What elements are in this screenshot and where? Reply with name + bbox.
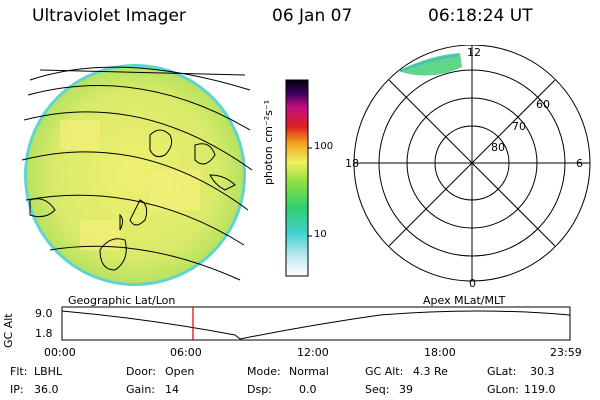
polar-diagonal-2 [388,79,556,247]
gc-alt-plot-frame [61,306,571,341]
gcalt-value: 4.3 Re [413,365,448,378]
mode-value: Normal [289,365,329,378]
mlat-label-60: 60 [536,98,550,111]
gain-label: Gain: [126,383,155,396]
gc-alt-plot [61,306,571,341]
mode-label: Mode: [247,365,281,378]
seq-label: Seq: [365,383,390,396]
x-tick-1800: 18:00 [424,346,456,359]
door-value: Open [165,365,195,378]
door-label: Door: [126,365,156,378]
date-label: 06 Jan 07 [272,6,353,26]
flt-value: LBHL [34,365,63,378]
mlt-label-18: 18 [345,157,359,170]
glon-value: 119.0 [524,383,556,396]
mlat-label-80: 80 [491,141,505,154]
seq-value: 39 [399,383,413,396]
colorbar-tick-100: 100 [314,141,334,152]
geographic-globe-image [21,64,253,286]
geographic-panel-label: Geographic Lat/Lon [68,294,176,307]
gc-alt-axis-label: GC Alt [2,313,15,348]
dsp-value: 0.0 [299,383,317,396]
gain-value: 14 [165,383,179,396]
gc-alt-tick-1-8: 1.8 [35,327,53,340]
x-tick-1200: 12:00 [297,346,329,359]
mlt-label-6: 6 [576,157,583,170]
colorbar-unit-label: photon cm⁻²s⁻¹ [262,99,275,185]
ip-value: 36.0 [34,383,59,396]
colorbar-tick-10: 10 [314,229,327,240]
instrument-title: Ultraviolet Imager [32,6,186,26]
time-label: 06:18:24 UT [428,6,533,26]
glat-value: 30.3 [530,365,555,378]
gc-alt-curve [61,310,571,340]
gc-alt-tick-9: 9.0 [35,307,53,320]
mlat-label-70: 70 [512,120,526,133]
glon-label: GLon: [487,383,519,396]
flt-label: Flt: [10,365,28,378]
mlt-label-0: 0 [469,277,476,290]
polar-mlat-mlt-plot [353,45,591,282]
color-bar [285,79,312,277]
apex-panel-label: Apex MLat/MLT [423,294,506,307]
glat-label: GLat: [487,365,517,378]
ip-label: IP: [10,383,24,396]
dsp-label: Dsp: [247,383,272,396]
x-tick-0000: 00:00 [44,346,76,359]
mlt-label-12: 12 [467,46,481,59]
x-tick-2359: 23:59 [550,346,582,359]
polar-image-patch [398,53,462,76]
gcalt-label: GC Alt: [365,365,404,378]
x-tick-0600: 06:00 [170,346,202,359]
